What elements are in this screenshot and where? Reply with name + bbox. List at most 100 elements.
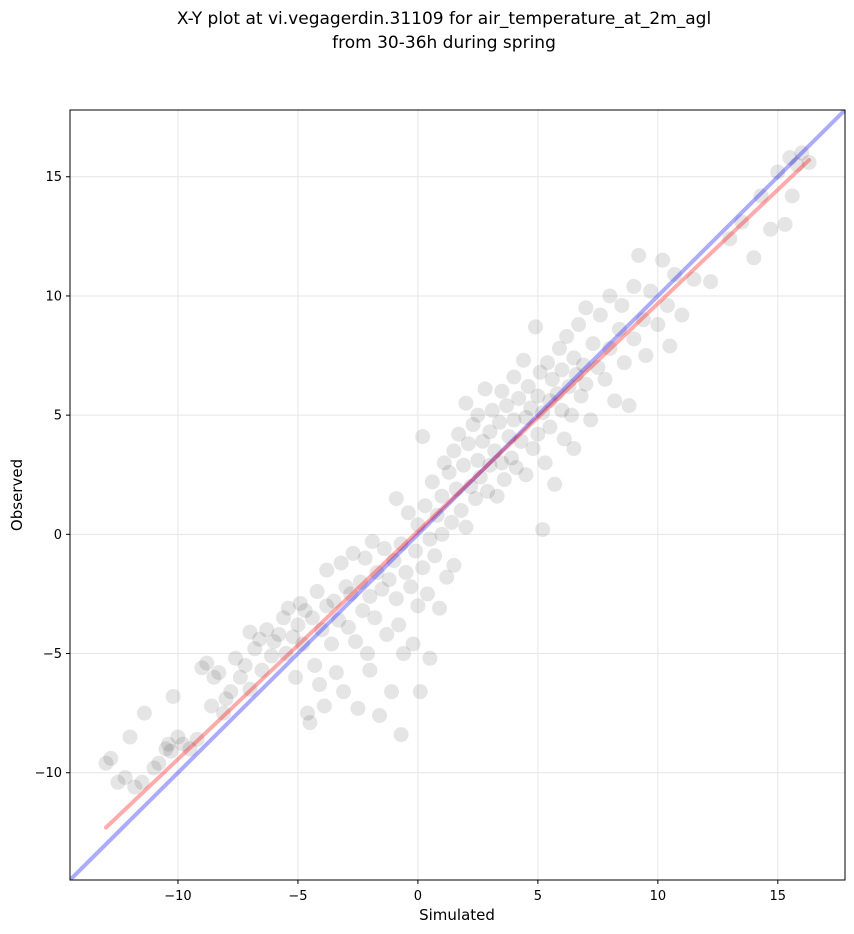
data-point bbox=[626, 278, 642, 294]
data-point bbox=[122, 729, 138, 745]
data-point bbox=[304, 610, 320, 626]
data-point bbox=[458, 519, 474, 535]
data-point bbox=[290, 617, 306, 633]
data-point bbox=[777, 216, 793, 232]
data-point bbox=[211, 665, 227, 681]
data-point bbox=[194, 660, 210, 676]
data-point bbox=[568, 367, 584, 383]
data-point bbox=[331, 612, 347, 628]
data-point bbox=[175, 736, 191, 752]
data-point bbox=[527, 319, 543, 335]
data-point bbox=[103, 750, 119, 766]
data-point bbox=[554, 362, 570, 378]
data-point bbox=[264, 648, 280, 664]
data-point bbox=[611, 321, 627, 337]
data-point bbox=[784, 188, 800, 204]
data-point bbox=[722, 231, 738, 247]
data-point bbox=[398, 564, 414, 580]
data-point bbox=[532, 364, 548, 380]
data-point bbox=[539, 355, 555, 371]
data-point bbox=[292, 595, 308, 611]
data-point bbox=[674, 307, 690, 323]
data-points bbox=[98, 145, 817, 795]
data-point bbox=[420, 586, 436, 602]
data-point bbox=[360, 646, 376, 662]
data-point bbox=[763, 221, 779, 237]
chart-title-line1: X-Y plot at vi.vegagerdin.31109 for air_… bbox=[177, 9, 711, 29]
data-point bbox=[458, 395, 474, 411]
data-point bbox=[336, 684, 352, 700]
data-point bbox=[444, 514, 460, 530]
data-point bbox=[484, 402, 500, 418]
data-point bbox=[614, 297, 630, 313]
data-point bbox=[307, 657, 323, 673]
data-point bbox=[309, 584, 325, 600]
data-point bbox=[276, 610, 292, 626]
data-point bbox=[530, 388, 546, 404]
data-point bbox=[575, 357, 591, 373]
data-point bbox=[266, 634, 282, 650]
data-point bbox=[388, 491, 404, 507]
data-point bbox=[288, 669, 304, 685]
x-tick-label: 5 bbox=[534, 889, 542, 904]
x-tick-label: 0 bbox=[414, 889, 422, 904]
data-point bbox=[343, 586, 359, 602]
data-point bbox=[643, 283, 659, 299]
data-point bbox=[551, 340, 567, 356]
axis-ticks: −10 −5 0 5 10 15 −10 −5 0 5 10 15 bbox=[35, 170, 787, 904]
data-point bbox=[316, 698, 332, 714]
data-point bbox=[405, 636, 421, 652]
data-point bbox=[408, 543, 424, 559]
data-point bbox=[391, 617, 407, 633]
data-point bbox=[432, 600, 448, 616]
data-point bbox=[98, 755, 114, 771]
data-point bbox=[518, 410, 534, 426]
data-point bbox=[369, 564, 385, 580]
data-point bbox=[379, 626, 395, 642]
data-point bbox=[285, 629, 301, 645]
data-point bbox=[393, 536, 409, 552]
data-point bbox=[247, 641, 263, 657]
regression-line bbox=[103, 158, 812, 830]
data-point bbox=[686, 271, 702, 287]
data-point bbox=[578, 376, 594, 392]
data-point bbox=[753, 188, 769, 204]
y-tick-label: −5 bbox=[43, 647, 62, 662]
data-point bbox=[424, 474, 440, 490]
data-point bbox=[446, 557, 462, 573]
data-point bbox=[300, 705, 316, 721]
data-point bbox=[448, 481, 464, 497]
data-point bbox=[451, 426, 467, 442]
data-point bbox=[511, 390, 527, 406]
data-point bbox=[396, 646, 412, 662]
data-point bbox=[324, 636, 340, 652]
data-point bbox=[427, 548, 443, 564]
data-point bbox=[410, 517, 426, 533]
data-point bbox=[631, 247, 647, 263]
data-point bbox=[494, 383, 510, 399]
data-point bbox=[151, 755, 167, 771]
data-point bbox=[297, 603, 313, 619]
data-point bbox=[345, 545, 361, 561]
data-point bbox=[667, 266, 683, 282]
data-point bbox=[242, 681, 258, 697]
data-point bbox=[489, 488, 505, 504]
data-point bbox=[506, 412, 522, 428]
data-point bbox=[302, 715, 318, 731]
y-axis-label: Observed bbox=[8, 459, 26, 531]
data-point bbox=[518, 467, 534, 483]
data-point bbox=[386, 553, 402, 569]
data-point bbox=[789, 157, 805, 173]
data-point bbox=[635, 312, 651, 328]
data-point bbox=[134, 774, 150, 790]
data-point bbox=[326, 593, 342, 609]
data-point bbox=[470, 407, 486, 423]
data-point bbox=[376, 541, 392, 557]
data-point bbox=[602, 340, 618, 356]
data-point bbox=[422, 650, 438, 666]
data-point bbox=[626, 331, 642, 347]
data-point bbox=[158, 741, 174, 757]
data-point bbox=[542, 393, 558, 409]
data-point bbox=[242, 624, 258, 640]
y-tick-label: 15 bbox=[45, 170, 62, 185]
